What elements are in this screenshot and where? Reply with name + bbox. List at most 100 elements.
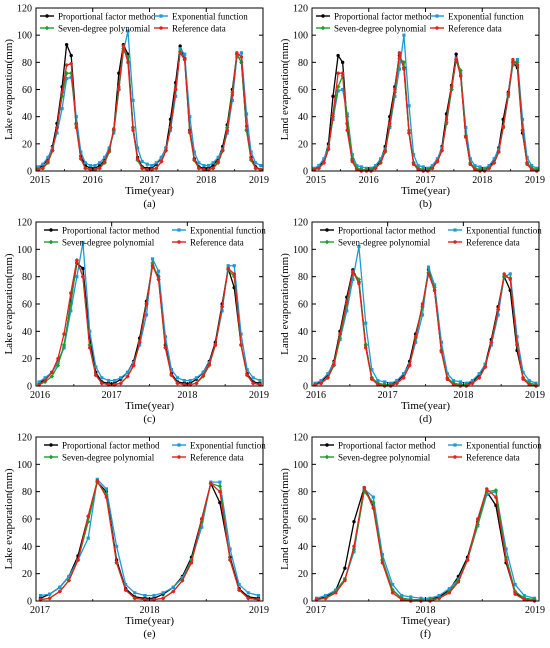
x-tick-label: 2018 [140, 605, 160, 616]
x-tick-label: 2018 [177, 390, 197, 401]
data-point [216, 159, 220, 164]
legend-marker [159, 26, 163, 30]
data-point [237, 583, 241, 587]
data-point [178, 47, 182, 51]
data-point [218, 500, 222, 505]
data-point [395, 378, 399, 383]
legend-label: Seven-degree polynomial [338, 237, 431, 247]
x-tick-label: 2015 [306, 175, 326, 186]
data-point [104, 495, 109, 499]
data-point [178, 44, 182, 48]
data-point [345, 309, 349, 313]
data-point [258, 378, 262, 383]
data-point [390, 583, 395, 587]
data-point [144, 302, 149, 306]
y-tick-label: 120 [293, 433, 308, 444]
data-point [529, 167, 534, 172]
data-point [56, 356, 60, 361]
data-point [331, 112, 335, 116]
legend-item: Exponential function [154, 11, 248, 21]
data-point [43, 378, 47, 383]
data-point [202, 167, 206, 172]
data-point [68, 71, 74, 76]
data-point [104, 492, 109, 497]
data-point [135, 157, 140, 161]
data-point [437, 593, 441, 598]
data-point [112, 382, 117, 387]
x-tick-label: 2017 [416, 175, 436, 186]
data-point [380, 561, 385, 565]
data-point [150, 264, 155, 268]
x-tick-label: 2019 [525, 175, 545, 186]
legend-item: Seven-degree polynomial [320, 452, 431, 462]
x-tick-label: 2017 [140, 175, 160, 186]
data-point [41, 162, 45, 166]
data-point [86, 536, 90, 540]
data-point [326, 376, 330, 380]
legend-marker [320, 25, 326, 31]
data-point [67, 574, 71, 578]
data-point [69, 53, 73, 58]
series-line [40, 480, 259, 601]
data-point [188, 115, 192, 119]
legend-label: Exponential function [466, 440, 542, 450]
data-point [317, 166, 321, 170]
data-point [75, 258, 79, 262]
y-tick-label: 40 [22, 542, 32, 553]
legend-item: Seven-degree polynomial [316, 23, 427, 33]
data-point [355, 163, 359, 168]
legend-marker [321, 14, 325, 18]
data-point [496, 307, 500, 312]
data-point [159, 155, 164, 160]
data-point [159, 159, 164, 164]
data-point [489, 340, 494, 344]
series-line [314, 270, 537, 387]
data-point [161, 591, 165, 595]
data-point [74, 115, 78, 119]
data-point [502, 272, 506, 276]
data-point [135, 146, 140, 150]
data-point [259, 163, 263, 168]
data-point [416, 163, 420, 168]
legend-marker [324, 454, 330, 460]
data-point [113, 378, 117, 383]
legend-label: Exponential function [190, 440, 266, 450]
data-point [515, 60, 520, 65]
chart-panel-a: 0 20 40 60 80 100 120 2015 2016 2017 2018 2019 Time(… [3, 4, 269, 211]
data-point [399, 597, 404, 602]
data-point [152, 597, 156, 602]
data-point [483, 362, 487, 366]
y-tick-label: 0 [27, 167, 32, 178]
data-point [94, 373, 98, 377]
data-point [380, 552, 384, 557]
data-point [164, 148, 168, 153]
x-tick-label: 2018 [453, 390, 473, 401]
y-tick-label: 80 [22, 487, 32, 498]
data-point [218, 489, 222, 494]
chart-panel-b: 0 20 40 60 80 100 120 2015 2016 2017 2018 2019 Time(… [279, 4, 545, 211]
data-point [383, 148, 387, 153]
data-point [225, 128, 229, 132]
data-point [324, 593, 328, 598]
panel-label: (e) [143, 628, 156, 640]
data-point [432, 288, 437, 293]
data-point [256, 593, 261, 598]
data-point [124, 583, 128, 587]
panel-label: (b) [419, 198, 432, 210]
data-point [178, 51, 182, 55]
legend-item: Exponential function [448, 440, 542, 450]
data-point [444, 117, 449, 122]
data-point [513, 583, 517, 587]
data-point [207, 362, 211, 366]
data-point [152, 593, 156, 598]
data-point [458, 380, 462, 384]
legend-item: Proportional factor method [44, 225, 160, 235]
data-point [351, 277, 355, 281]
data-point [402, 33, 406, 37]
data-point [378, 161, 383, 165]
data-point [137, 340, 142, 344]
data-point [37, 382, 41, 387]
data-point [357, 245, 361, 249]
y-tick-label: 100 [17, 460, 32, 471]
data-point [352, 520, 356, 524]
